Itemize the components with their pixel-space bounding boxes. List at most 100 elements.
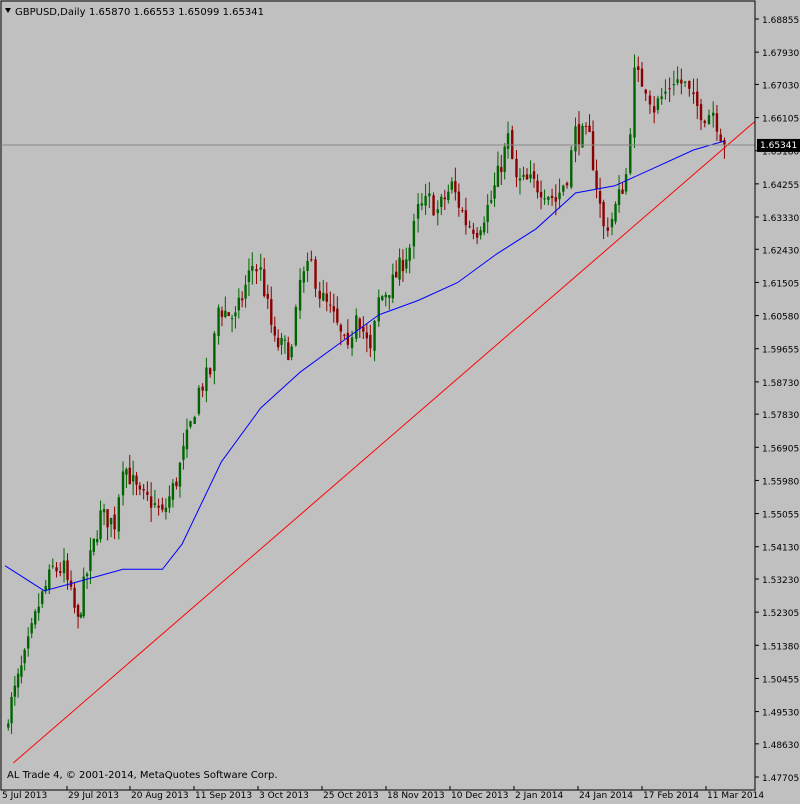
candle <box>588 114 591 133</box>
candle <box>591 120 595 172</box>
y-tick-label: 1.55980 <box>762 477 799 487</box>
candle <box>394 260 398 278</box>
candle <box>117 494 121 540</box>
candle <box>384 291 387 307</box>
candle <box>703 119 706 128</box>
candle <box>157 498 160 516</box>
candle <box>381 295 384 302</box>
chart-menu-arrow-icon[interactable] <box>5 8 11 13</box>
candle <box>89 537 92 585</box>
candle <box>131 460 135 496</box>
candle <box>536 174 539 199</box>
candle <box>325 282 328 312</box>
trendline[interactable] <box>13 120 756 764</box>
candle <box>595 159 598 199</box>
current-price-tag <box>757 138 800 152</box>
candle <box>121 461 125 506</box>
candle <box>412 213 416 259</box>
candle <box>85 571 89 590</box>
y-tick-label: 1.61505 <box>762 279 799 289</box>
candle <box>205 357 208 403</box>
candle <box>369 324 372 358</box>
candle <box>185 418 189 458</box>
candle <box>584 122 588 135</box>
candle <box>109 517 113 538</box>
x-tick-label: 11 Mar 2014 <box>707 791 764 800</box>
time-axis: 5 Jul 2013 29 Jul 2013 20 Aug 2013 11 Sep 2… <box>0 786 764 801</box>
candle <box>543 189 546 205</box>
candle <box>266 284 269 309</box>
candle <box>532 163 536 188</box>
candle <box>550 188 554 206</box>
candle <box>332 293 336 323</box>
candle <box>247 258 251 297</box>
candle <box>135 472 138 496</box>
y-tick-label: 1.67930 <box>762 49 799 59</box>
candle <box>161 497 164 513</box>
candle <box>711 101 715 128</box>
candle <box>602 199 605 240</box>
candle <box>346 319 350 349</box>
candle <box>355 308 358 342</box>
candle <box>500 154 503 186</box>
candle <box>554 184 558 216</box>
candle <box>515 150 518 188</box>
candle <box>106 509 109 541</box>
candle <box>683 81 687 87</box>
candle <box>373 319 376 362</box>
candle <box>213 331 216 385</box>
candle <box>164 498 168 520</box>
candle <box>656 95 660 114</box>
candle <box>461 207 464 213</box>
x-tick-label: 25 Oct 2013 <box>323 791 379 800</box>
candle <box>388 295 391 310</box>
candle <box>125 467 128 488</box>
candle <box>128 454 131 485</box>
candle <box>562 184 565 196</box>
candle <box>660 87 663 105</box>
candle <box>676 66 679 86</box>
price-axis: 1.68855 1.67930 1.67030 1.66105 1.65180 1.642… <box>754 1 799 790</box>
candle <box>34 609 37 629</box>
candle <box>648 90 652 114</box>
y-tick-label: 1.51380 <box>762 642 799 652</box>
x-tick-label: 3 Oct 2013 <box>259 791 309 800</box>
candle <box>294 304 298 347</box>
candle <box>420 193 424 211</box>
candle <box>298 268 302 319</box>
candle <box>270 286 273 333</box>
candle <box>692 78 695 104</box>
candle <box>664 79 667 100</box>
candle <box>529 160 532 183</box>
candle <box>436 200 439 226</box>
candle <box>450 177 454 194</box>
candle <box>23 648 26 671</box>
candle <box>610 212 614 236</box>
candle <box>350 330 354 357</box>
y-tick-label: 1.68855 <box>762 16 799 26</box>
candle <box>193 415 196 425</box>
y-tick-label: 1.55055 <box>762 511 799 521</box>
candle <box>7 719 10 731</box>
candle <box>76 603 80 629</box>
candle <box>92 538 96 556</box>
candle <box>652 95 656 124</box>
candle <box>13 675 17 706</box>
candle <box>240 291 244 308</box>
candle <box>322 279 325 302</box>
y-tick-label: 1.64255 <box>762 181 799 191</box>
candle <box>464 197 468 235</box>
current-price-label: 1.65341 <box>760 141 797 151</box>
candle <box>102 503 106 526</box>
y-tick-label: 1.57830 <box>762 411 799 421</box>
candle <box>224 296 227 319</box>
plot-area <box>0 0 756 791</box>
candle <box>283 335 287 354</box>
candle <box>621 182 624 195</box>
candle <box>142 483 145 500</box>
y-tick-label: 1.65180 <box>762 148 799 158</box>
candle <box>280 332 283 355</box>
candle <box>343 333 346 340</box>
